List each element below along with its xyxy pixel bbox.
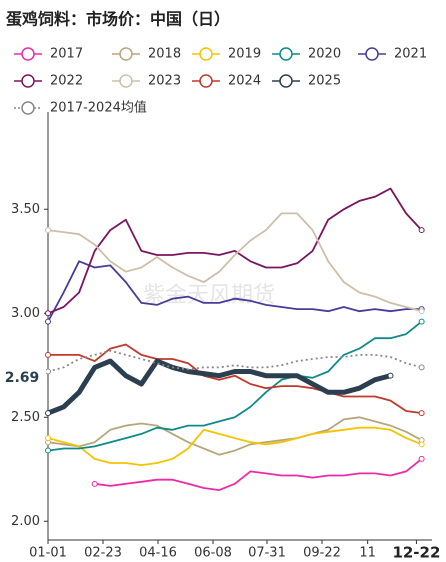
- point-marker: [45, 447, 51, 454]
- x-tick-label: 09-22: [303, 546, 341, 561]
- point-marker: [45, 310, 51, 317]
- point-marker: [45, 227, 51, 234]
- series-line: [47, 358, 392, 416]
- current-value-label: 2.69: [5, 370, 40, 386]
- legend-label: 2023: [148, 74, 181, 89]
- y-tick-label: 3.50: [11, 202, 40, 217]
- series-line: [94, 458, 423, 491]
- x-tick-label: 01-01: [29, 546, 67, 561]
- x-tick-label: 04-16: [139, 546, 177, 561]
- point-marker: [45, 410, 51, 417]
- legend-marker: [279, 74, 293, 88]
- legend-marker: [119, 74, 133, 88]
- x-tick-label: 07-31: [248, 546, 286, 561]
- x-tick-label: 11: [359, 546, 376, 561]
- legend-marker: [21, 101, 35, 115]
- point-marker: [45, 351, 51, 358]
- chart-title: 蛋鸡饲料：市场价：中国（日）: [6, 10, 230, 29]
- point-marker: [45, 318, 51, 325]
- legend-marker: [119, 47, 133, 61]
- point-marker: [418, 308, 425, 315]
- series-line: [47, 187, 423, 315]
- series-line: [47, 426, 422, 466]
- point-marker: [418, 410, 425, 417]
- y-tick-label: 2.00: [11, 514, 40, 529]
- legend-marker: [279, 47, 293, 61]
- legend-marker: [21, 47, 35, 61]
- legend-label: 2017: [50, 47, 83, 62]
- legend-marker: [365, 47, 379, 61]
- legend-label: 2024: [228, 74, 261, 89]
- point-marker: [418, 318, 425, 325]
- point-marker: [418, 455, 425, 462]
- legend-label: 2025: [308, 74, 341, 89]
- point-marker: [91, 480, 98, 487]
- legend-label: 2019: [228, 47, 261, 62]
- series-line: [47, 416, 423, 456]
- legend-label: 2020: [308, 47, 341, 62]
- point-marker: [45, 368, 51, 375]
- legend-label: 2022: [50, 74, 83, 89]
- y-tick-label: 3.00: [11, 306, 40, 321]
- point-marker: [45, 435, 51, 442]
- x-tick-label: 02-23: [84, 546, 122, 561]
- current-value-box: [0, 367, 46, 388]
- series-line: [47, 212, 422, 313]
- point-marker: [418, 364, 425, 371]
- legend-label: 2018: [148, 47, 181, 62]
- x-tick-label: 06-08: [194, 546, 232, 561]
- legend-marker: [199, 47, 213, 61]
- series-line: [47, 349, 422, 373]
- legend-marker: [199, 74, 213, 88]
- legend-label: 2021: [394, 47, 427, 62]
- point-marker: [387, 372, 394, 379]
- legend-label: 2017-2024均值: [50, 100, 147, 116]
- series-line: [48, 343, 422, 414]
- point-marker: [418, 441, 425, 448]
- y-tick-label: 2.50: [11, 410, 40, 425]
- x-tick-label: 12-22: [392, 544, 440, 562]
- series-line: [47, 320, 423, 452]
- watermark: 紫金天风期货: [143, 283, 275, 308]
- legend-marker: [21, 74, 35, 88]
- point-marker: [418, 227, 425, 234]
- series-line: [47, 260, 422, 323]
